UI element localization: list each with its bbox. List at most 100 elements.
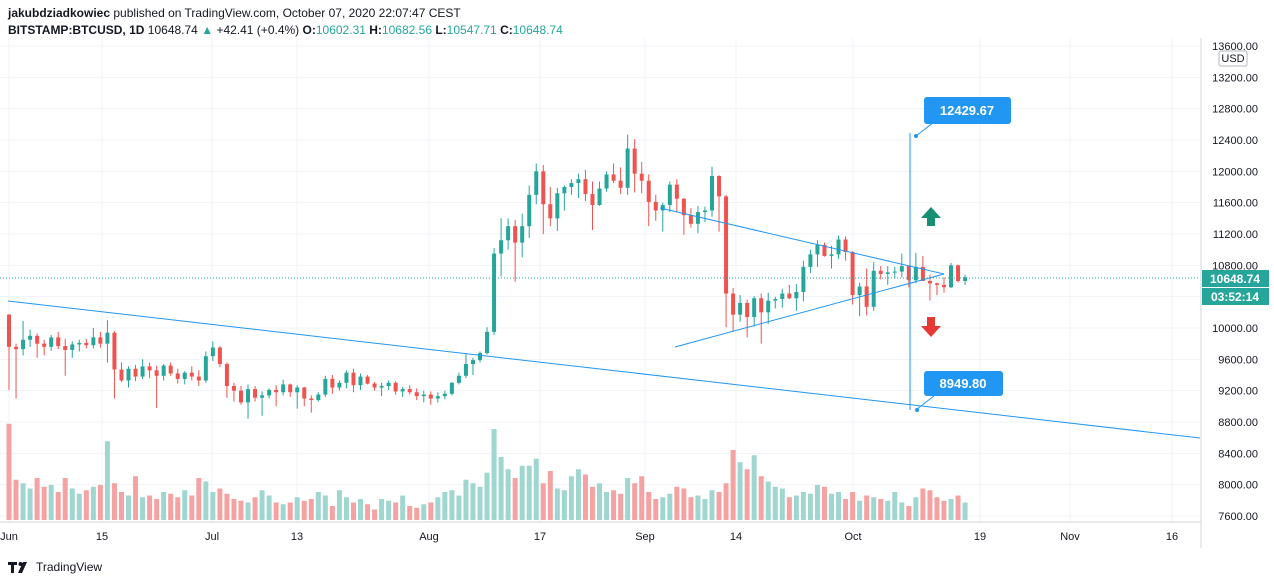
volume-bar <box>962 502 968 520</box>
candle-body <box>674 184 679 199</box>
volume-bar <box>20 483 26 520</box>
volume-bar <box>104 441 110 520</box>
candle-body <box>449 382 454 394</box>
volume-bar <box>343 497 349 520</box>
symbol-name[interactable]: BITSTAMP:BTCUSD, 1D <box>8 23 145 37</box>
time-tick-label: Jul <box>205 531 219 543</box>
price-tick-label: 8400.00 <box>1218 448 1258 460</box>
triangle-upper-line[interactable] <box>659 207 945 275</box>
candle-body <box>147 366 152 371</box>
price-tick-label: 13200.00 <box>1212 72 1258 84</box>
price-tick-label: 10800.00 <box>1212 260 1258 272</box>
volume-bar <box>688 497 694 520</box>
candle-body <box>590 194 595 206</box>
volume-bar <box>90 486 96 520</box>
candle-body <box>920 266 925 281</box>
candle-body <box>196 376 201 381</box>
arrow-up-icon <box>921 207 941 226</box>
time-axis[interactable]: Jun 15 Jul 13 Aug 17 Sep 14 Oct 19 Nov 16 <box>0 531 1178 543</box>
candlesticks <box>7 134 968 419</box>
volume-bar <box>210 492 216 520</box>
volume-bar <box>906 506 912 520</box>
price-tick-label: 13600.00 <box>1212 41 1258 53</box>
target-up-pointer <box>915 121 935 137</box>
volume-bars <box>6 423 968 520</box>
candle-body <box>217 347 222 365</box>
volume-bar <box>301 500 307 520</box>
tradingview-logo-icon <box>8 562 27 573</box>
candle-body <box>710 176 714 211</box>
target-down-dot <box>915 408 919 412</box>
volume-bar <box>407 506 413 520</box>
candle-body <box>906 266 911 281</box>
drawings[interactable]: 12429.67 8949.80 <box>7 97 1201 439</box>
candle-body <box>660 205 665 211</box>
volume-bar <box>716 492 722 520</box>
candle-body <box>175 373 180 379</box>
time-tick-label: Nov <box>1060 531 1080 543</box>
volume-bar <box>941 500 947 520</box>
volume-bar <box>365 504 371 520</box>
high-value: 10682.56 <box>381 23 432 37</box>
candle-body <box>393 382 398 392</box>
time-tick-label: 16 <box>1166 531 1178 543</box>
currency-badge[interactable]: USD <box>1218 50 1248 67</box>
time-tick-label: Aug <box>419 531 439 543</box>
volume-bar <box>62 478 68 520</box>
candle-body <box>963 277 968 281</box>
candle-body <box>871 270 876 307</box>
candle-body <box>421 394 426 397</box>
candle-body <box>379 385 384 388</box>
volume-bar <box>611 490 617 520</box>
candle-body <box>794 291 799 299</box>
candle-body <box>857 286 862 296</box>
candle-body <box>717 176 722 197</box>
candle-body <box>56 337 61 347</box>
tradingview-footer[interactable]: TradingView <box>8 560 102 574</box>
candle-body <box>927 281 932 284</box>
volume-bar <box>618 493 624 520</box>
volume-bar <box>147 495 153 520</box>
volume-bar <box>421 504 427 520</box>
volume-bar <box>111 483 117 520</box>
price-chart[interactable]: 12429.67 8949.80 13200.00 12800.00 12400.0… <box>0 0 1274 550</box>
volume-bar <box>519 465 525 520</box>
price-axis[interactable]: 13200.00 12800.00 12400.00 12000.00 11600.00… <box>1212 41 1258 523</box>
candle-body <box>892 271 897 273</box>
volume-bar <box>315 492 321 520</box>
high-label: H: <box>369 23 382 37</box>
candle-body <box>625 148 630 188</box>
volume-bar <box>48 485 54 520</box>
candle-body <box>485 331 490 354</box>
target-high-callout[interactable]: 12429.67 <box>924 97 1011 124</box>
candle-body <box>203 356 208 381</box>
volume-bar <box>6 423 12 520</box>
volume-bar <box>196 478 202 520</box>
volume-bar <box>625 478 631 520</box>
volume-bar <box>442 492 448 520</box>
candle-body <box>639 173 644 181</box>
volume-bar <box>336 490 342 520</box>
volume-bar <box>372 509 378 520</box>
long-trendline[interactable] <box>7 300 1201 439</box>
triangle-lower-line[interactable] <box>674 273 945 348</box>
candle-body <box>702 210 707 213</box>
volume-bar <box>41 486 47 520</box>
volume-bar <box>217 488 223 520</box>
candle-body <box>456 375 461 383</box>
symbol-legend: BITSTAMP:BTCUSD, 1D 10648.74 ▲ +42.41 (+… <box>8 22 563 38</box>
candle-body <box>738 302 743 315</box>
candle-body <box>14 346 19 350</box>
candle-body <box>499 240 504 254</box>
volume-bar <box>379 499 385 520</box>
volume-bar <box>807 493 813 520</box>
volume-bar <box>639 476 645 520</box>
author-name[interactable]: jakubdziadkowiec <box>8 6 111 20</box>
candle-body <box>731 293 736 315</box>
target-low-callout[interactable]: 8949.80 <box>924 371 1003 396</box>
candle-body <box>527 194 532 227</box>
up-arrow-icon: ▲ <box>201 23 214 37</box>
candle-body <box>407 389 412 393</box>
candle-body <box>49 337 54 347</box>
low-label: L: <box>435 23 447 37</box>
